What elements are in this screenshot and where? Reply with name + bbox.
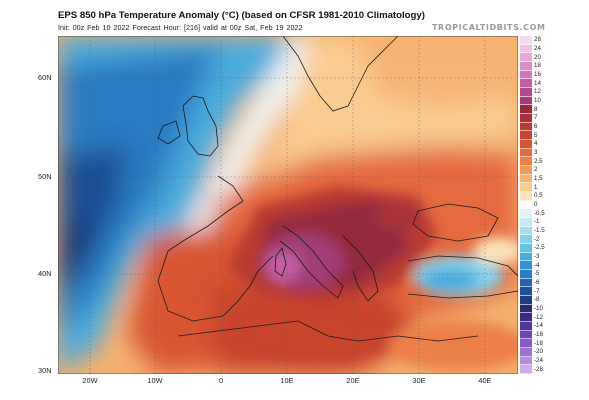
colorbar-label: -2.5 <box>534 244 545 252</box>
colorbar-label: 20 <box>534 53 541 61</box>
colorbar-label: -14 <box>534 322 543 330</box>
colorbar-swatch <box>520 105 532 114</box>
colorbar-label: -10 <box>534 305 543 312</box>
header: EPS 850 hPa Temperature Anomaly (°C) (ba… <box>0 0 589 36</box>
colorbar-swatch <box>520 131 532 140</box>
colorbar-label: 8 <box>534 105 538 113</box>
colorbar-swatch <box>520 140 532 149</box>
colorbar-swatch <box>520 36 532 45</box>
brand-watermark: TROPICALTIDBITS.COM <box>432 23 546 32</box>
colorbar-label: 24 <box>534 45 541 52</box>
colorbar-swatch <box>520 157 532 166</box>
anomaly-map <box>58 36 518 374</box>
colorbar-label: 3 <box>534 149 538 156</box>
colorbar-swatch <box>520 365 532 374</box>
colorbar-legend: 28 24 20 18 16 14 12 10 8 7 6 5 4 3 2.5 2 1.5 1 0.5 0 -0.5 -1… <box>520 36 545 374</box>
colorbar-swatch <box>520 70 532 80</box>
lat-label-30n: 30N <box>38 366 52 375</box>
colorbar-swatch <box>520 235 532 244</box>
colorbar-label: 4 <box>534 140 538 148</box>
lon-label-20e: 20E <box>346 376 360 385</box>
colorbar-label: -7 <box>534 287 540 295</box>
graticule <box>58 36 518 374</box>
colorbar-swatch <box>520 261 532 270</box>
colorbar-swatch <box>520 62 532 71</box>
colorbar-swatch <box>520 88 532 97</box>
colorbar-label: 6 <box>534 123 538 130</box>
colorbar-label: 2 <box>534 166 538 174</box>
lon-label-10w: 10W <box>147 376 163 385</box>
colorbar-label: -5 <box>534 270 540 278</box>
colorbar-swatch <box>520 218 532 227</box>
colorbar-swatch <box>520 244 532 253</box>
colorbar-swatch <box>520 226 532 236</box>
colorbar-swatch <box>520 53 532 62</box>
colorbar-swatch <box>520 252 532 262</box>
colorbar-swatch <box>520 183 532 192</box>
lon-label-40e: 40E <box>478 376 492 385</box>
colorbar-swatch <box>520 200 532 210</box>
colorbar-swatch <box>520 348 532 357</box>
chart-title: EPS 850 hPa Temperature Anomaly (°C) (ba… <box>58 10 425 21</box>
colorbar-swatch <box>520 322 532 331</box>
lat-label-40n: 40N <box>38 269 52 278</box>
colorbar-label: -1 <box>534 218 540 226</box>
colorbar-label: -1.5 <box>534 227 545 234</box>
colorbar-swatch <box>520 192 532 201</box>
chart-subtitle: Init: 00z Feb 10 2022 Forecast Hour: [21… <box>58 23 303 32</box>
colorbar-label: -3 <box>534 253 540 260</box>
colorbar-label: 7 <box>534 114 538 122</box>
colorbar-label: -24 <box>534 357 543 364</box>
colorbar-label: -16 <box>534 331 543 338</box>
colorbar-label: -4 <box>534 261 540 269</box>
colorbar-swatch <box>520 339 532 348</box>
colorbar-swatch <box>520 174 532 184</box>
colorbar-label: -6 <box>534 279 540 286</box>
map-canvas <box>58 36 518 374</box>
colorbar-swatch <box>520 304 532 314</box>
colorbar-label: -18 <box>534 339 543 347</box>
lon-label-30e: 30E <box>412 376 426 385</box>
colorbar-label: 1.5 <box>534 175 543 182</box>
lat-label-50n: 50N <box>38 172 52 181</box>
colorbar-label: 12 <box>534 88 541 96</box>
colorbar-label: -28 <box>534 365 543 373</box>
colorbar-swatch <box>520 166 532 175</box>
colorbar-swatch <box>520 44 532 54</box>
colorbar-swatch <box>520 330 532 340</box>
colorbar-swatch <box>520 287 532 296</box>
colorbar-swatch <box>520 122 532 132</box>
colorbar-label: 0 <box>534 201 538 208</box>
lon-label-0: 0 <box>218 376 224 385</box>
colorbar-label: -20 <box>534 348 543 356</box>
colorbar-swatch <box>520 278 532 288</box>
colorbar-label: 28 <box>534 36 541 44</box>
colorbar-swatch <box>520 79 532 88</box>
colorbar-label: -8 <box>534 296 540 304</box>
colorbar-label: 16 <box>534 71 541 78</box>
colorbar-label: 18 <box>534 62 541 70</box>
colorbar-swatch <box>520 114 532 123</box>
lon-label-10e: 10E <box>280 376 294 385</box>
colorbar-label: 10 <box>534 97 541 104</box>
lon-label-20w: 20W <box>82 376 98 385</box>
colorbar-swatch <box>520 209 532 218</box>
colorbar-swatch <box>520 270 532 279</box>
colorbar-swatch <box>520 96 532 106</box>
colorbar-swatch <box>520 313 532 322</box>
colorbar-swatch <box>520 296 532 305</box>
lat-label-60n: 60N <box>38 73 52 82</box>
colorbar-label: 14 <box>534 79 541 87</box>
colorbar-label: -12 <box>534 313 543 321</box>
colorbar-label: -0.5 <box>534 209 545 217</box>
colorbar-swatch <box>520 356 532 366</box>
colorbar-swatch <box>520 148 532 158</box>
coastlines <box>157 36 518 342</box>
colorbar-label: 0.5 <box>534 192 543 200</box>
colorbar-label: 1 <box>534 183 538 191</box>
colorbar-label: 5 <box>534 131 538 139</box>
colorbar-label: -2 <box>534 235 540 243</box>
colorbar-label: 2.5 <box>534 157 543 165</box>
